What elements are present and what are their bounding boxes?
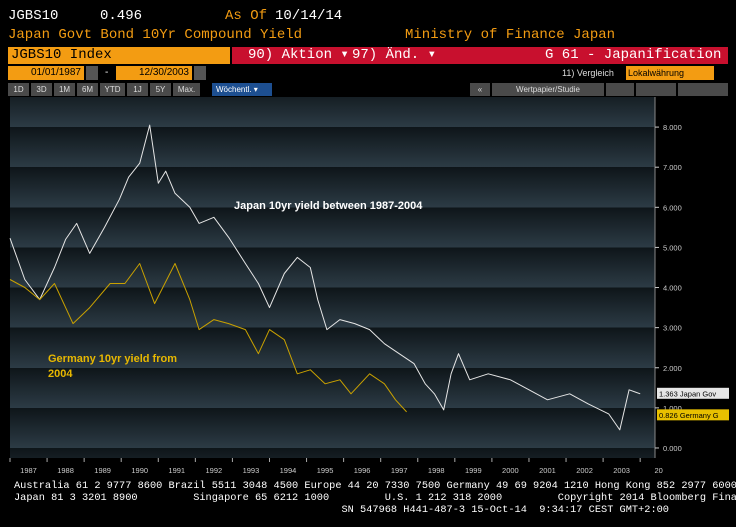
x-tick-label: 1987 xyxy=(20,466,37,475)
source: Ministry of Finance Japan xyxy=(405,27,616,43)
security-study-button[interactable]: Wertpapier/Studie xyxy=(492,83,604,96)
icon-button[interactable] xyxy=(606,83,634,96)
x-tick-label: 1994 xyxy=(280,466,297,475)
y-tick-label: 2.000 xyxy=(663,364,682,373)
y-tick-label: 8.000 xyxy=(663,123,682,132)
as-of-label: As Of xyxy=(225,8,268,24)
edit-menu[interactable]: 97) Änd. ▾ xyxy=(352,47,437,63)
x-tick-label: 1992 xyxy=(206,466,223,475)
y-tick-label: 0.000 xyxy=(663,444,682,453)
x-tick-label: 1998 xyxy=(428,466,445,475)
edit-label: 97) Änd. xyxy=(352,47,420,63)
annotation: Japan 10yr yield between 1987-2004 xyxy=(234,200,423,212)
x-tick-label: 2003 xyxy=(613,466,630,475)
last-value: 0.496 xyxy=(100,8,143,24)
ticker: JGBS10 xyxy=(8,8,59,24)
y-tick-label: 6.000 xyxy=(663,203,682,212)
compare-button[interactable]: 11) Vergleich xyxy=(562,68,614,78)
chart: Japan 10yr yield between 1987-2004 Germa… xyxy=(0,97,736,478)
range-button[interactable]: 5Y xyxy=(150,83,171,96)
series-line xyxy=(9,263,407,413)
x-tick-label: 1988 xyxy=(57,466,74,475)
x-tick-label: 1999 xyxy=(465,466,482,475)
as-of-date: 10/14/14 xyxy=(275,8,343,24)
last-value-label: 0.826 Germany G xyxy=(659,411,719,420)
range-button[interactable]: 1J xyxy=(127,83,148,96)
series-line xyxy=(9,124,641,431)
calendar-icon[interactable] xyxy=(194,66,206,80)
frequency-label: Wöchentl. xyxy=(216,85,252,94)
calendar-icon[interactable] xyxy=(86,66,98,80)
last-value-tag xyxy=(657,387,729,399)
range-button[interactable]: 3D xyxy=(31,83,52,96)
annotation: Germany 10yr yield from 2004 xyxy=(48,353,178,380)
footer-line: Japan 81 3 3201 8900 Singapore 65 6212 1… xyxy=(14,492,736,504)
y-tick-label: 4.000 xyxy=(663,284,682,293)
date-separator: - xyxy=(105,67,109,78)
settings-button[interactable] xyxy=(678,83,728,96)
y-tick-label: 7.000 xyxy=(663,163,682,172)
page-title: G 61 - Japanification xyxy=(545,47,722,63)
x-tick-label: 2002 xyxy=(576,466,593,475)
range-button[interactable]: 1D xyxy=(8,83,29,96)
x-tick-label: 1996 xyxy=(354,466,371,475)
x-tick-label: 1991 xyxy=(168,466,185,475)
plot-background xyxy=(10,97,655,458)
x-tick-label: 2000 xyxy=(502,466,519,475)
y-tick-label: 1.000 xyxy=(663,404,682,413)
last-value-label: 1.363 Japan Gov xyxy=(659,389,716,398)
range-button[interactable]: 1M xyxy=(54,83,75,96)
x-tick-label: 1995 xyxy=(317,466,334,475)
footer-line: Australia 61 2 9777 8600 Brazil 5511 304… xyxy=(14,480,736,492)
x-tick-label: 1997 xyxy=(391,466,408,475)
range-button[interactable]: YTD xyxy=(100,83,125,96)
currency-select[interactable]: Lokalwährung xyxy=(626,66,714,80)
frequency-select[interactable]: Wöchentl. ▾ xyxy=(212,83,272,96)
collapse-button[interactable]: « xyxy=(470,83,490,96)
x-tick-label: 20 xyxy=(655,466,663,475)
last-value-tag xyxy=(657,409,729,421)
description: Japan Govt Bond 10Yr Compound Yield xyxy=(8,27,303,43)
x-axis-band xyxy=(0,458,736,478)
actions-menu[interactable]: 90) Aktion ▾ xyxy=(248,47,349,63)
y-tick-label: 5.000 xyxy=(663,243,682,252)
x-tick-label: 2001 xyxy=(539,466,556,475)
security-box[interactable]: JGBS10 Index xyxy=(8,47,230,64)
start-date[interactable]: 01/01/1987 xyxy=(8,66,84,80)
y-tick-label: 3.000 xyxy=(663,324,682,333)
footer-line: SN 547968 H441-487-3 15-Oct-14 9:34:17 C… xyxy=(14,504,669,516)
x-tick-label: 1990 xyxy=(131,466,148,475)
range-button[interactable]: Max. xyxy=(173,83,200,96)
footer: Australia 61 2 9777 8600 Brazil 5511 304… xyxy=(14,480,736,516)
actions-label: 90) Aktion xyxy=(248,47,333,63)
annotation-box: Germany 10yr yield from 2004 xyxy=(48,353,178,380)
icon-button[interactable] xyxy=(636,83,676,96)
x-tick-label: 1993 xyxy=(243,466,260,475)
end-date[interactable]: 12/30/2003 xyxy=(116,66,192,80)
x-tick-label: 1989 xyxy=(94,466,111,475)
range-button[interactable]: 6M xyxy=(77,83,98,96)
action-bar xyxy=(232,47,728,64)
